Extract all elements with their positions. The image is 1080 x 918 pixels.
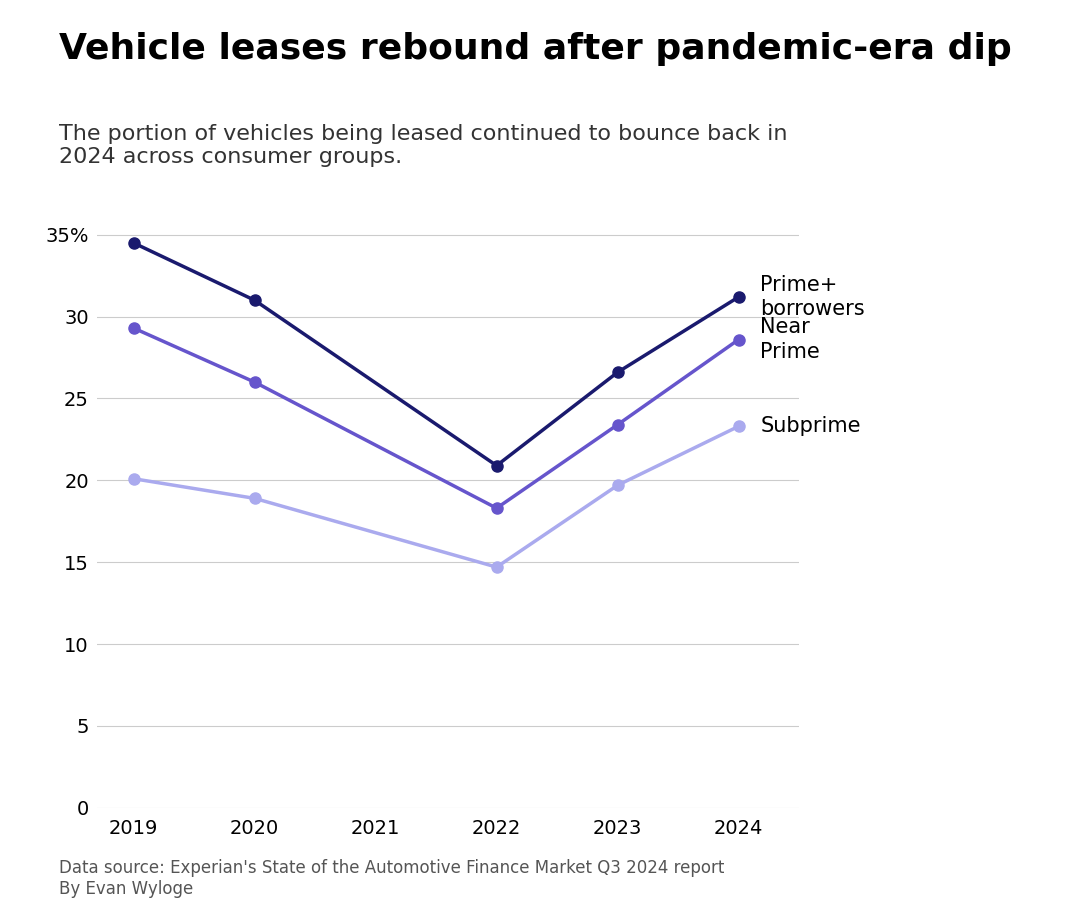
Text: Prime+
borrowers: Prime+ borrowers bbox=[760, 274, 865, 319]
Text: The portion of vehicles being leased continued to bounce back in
2024 across con: The portion of vehicles being leased con… bbox=[59, 124, 788, 167]
Text: Subprime: Subprime bbox=[760, 416, 861, 436]
Text: Data source: Experian's State of the Automotive Finance Market Q3 2024 report
By: Data source: Experian's State of the Aut… bbox=[59, 859, 725, 898]
Text: Near
Prime: Near Prime bbox=[760, 317, 820, 362]
Text: Vehicle leases rebound after pandemic-era dip: Vehicle leases rebound after pandemic-er… bbox=[59, 32, 1012, 66]
